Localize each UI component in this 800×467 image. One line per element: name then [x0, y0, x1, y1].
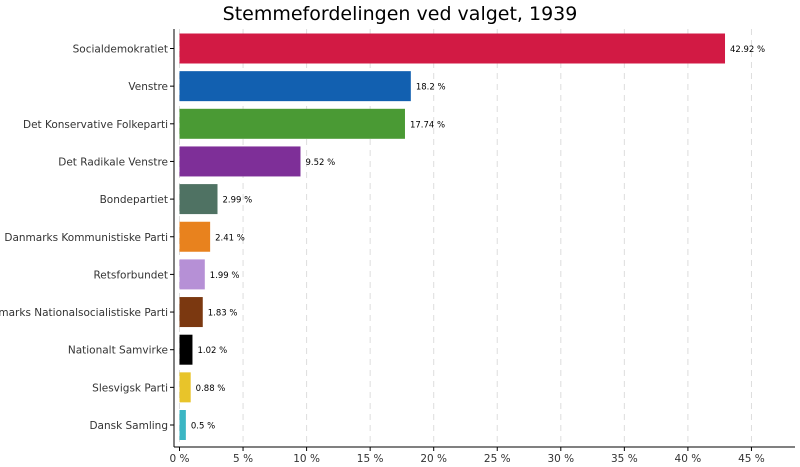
x-tick-label: 0 %	[170, 453, 190, 465]
bar	[179, 297, 203, 328]
value-label: 0.5 %	[191, 422, 215, 432]
category-label: Det Radikale Venstre	[58, 156, 168, 168]
x-tick-label: 5 %	[233, 453, 253, 465]
value-label: 17.74 %	[410, 120, 445, 130]
bars: 42.92 % 18.2 % 17.74 % 9.52 % 2.99 % 2.41 % 1.…	[179, 33, 765, 440]
value-label: 2.41 %	[215, 233, 245, 243]
x-tick-label: 25 %	[484, 453, 511, 465]
value-label: 42.92 %	[730, 45, 765, 55]
category-label: Socialdemokratiet	[73, 44, 168, 56]
category-label: Det Konservative Folkeparti	[23, 119, 168, 131]
x-tick-label: 35 %	[611, 453, 638, 465]
x-tick-label: 30 %	[547, 453, 574, 465]
value-label: 1.99 %	[210, 271, 240, 281]
bar	[179, 372, 191, 403]
axes: 0 % 5 % 10 % 15 % 20 % 25 % 30 % 35 % 40 % 45 % So…	[0, 29, 795, 465]
bar	[179, 33, 726, 64]
x-tick-label: 40 %	[675, 453, 702, 465]
value-label: 2.99 %	[223, 196, 253, 206]
category-label: Danmarks Kommunistiske Parti	[4, 232, 168, 244]
category-label: Dansk Samling	[89, 420, 168, 432]
x-tick-label: 10 %	[293, 453, 320, 465]
bar	[179, 334, 193, 365]
category-label: Danmarks Nationalsocialistiske Parti	[0, 307, 168, 319]
value-label: 0.88 %	[196, 384, 226, 394]
value-label: 1.02 %	[197, 346, 227, 356]
category-label: Nationalt Samvirke	[68, 345, 168, 357]
bar	[179, 146, 301, 177]
x-tick-label: 45 %	[738, 453, 765, 465]
bar	[179, 221, 211, 252]
bar	[179, 71, 411, 102]
chart-title: Stemmefordelingen ved valget, 1939	[223, 3, 578, 25]
category-label: Venstre	[128, 81, 168, 93]
x-tick-label: 15 %	[357, 453, 384, 465]
category-label: Retsforbundet	[93, 269, 168, 281]
bar	[179, 108, 405, 139]
value-label: 1.83 %	[208, 309, 238, 319]
value-label: 9.52 %	[305, 158, 335, 168]
value-label: 18.2 %	[416, 83, 446, 93]
bar	[179, 410, 186, 440]
bar	[179, 259, 205, 290]
category-label: Slesvigsk Parti	[92, 382, 168, 394]
bar	[179, 184, 218, 215]
category-label: Bondepartiet	[100, 194, 168, 206]
x-tick-label: 20 %	[420, 453, 447, 465]
